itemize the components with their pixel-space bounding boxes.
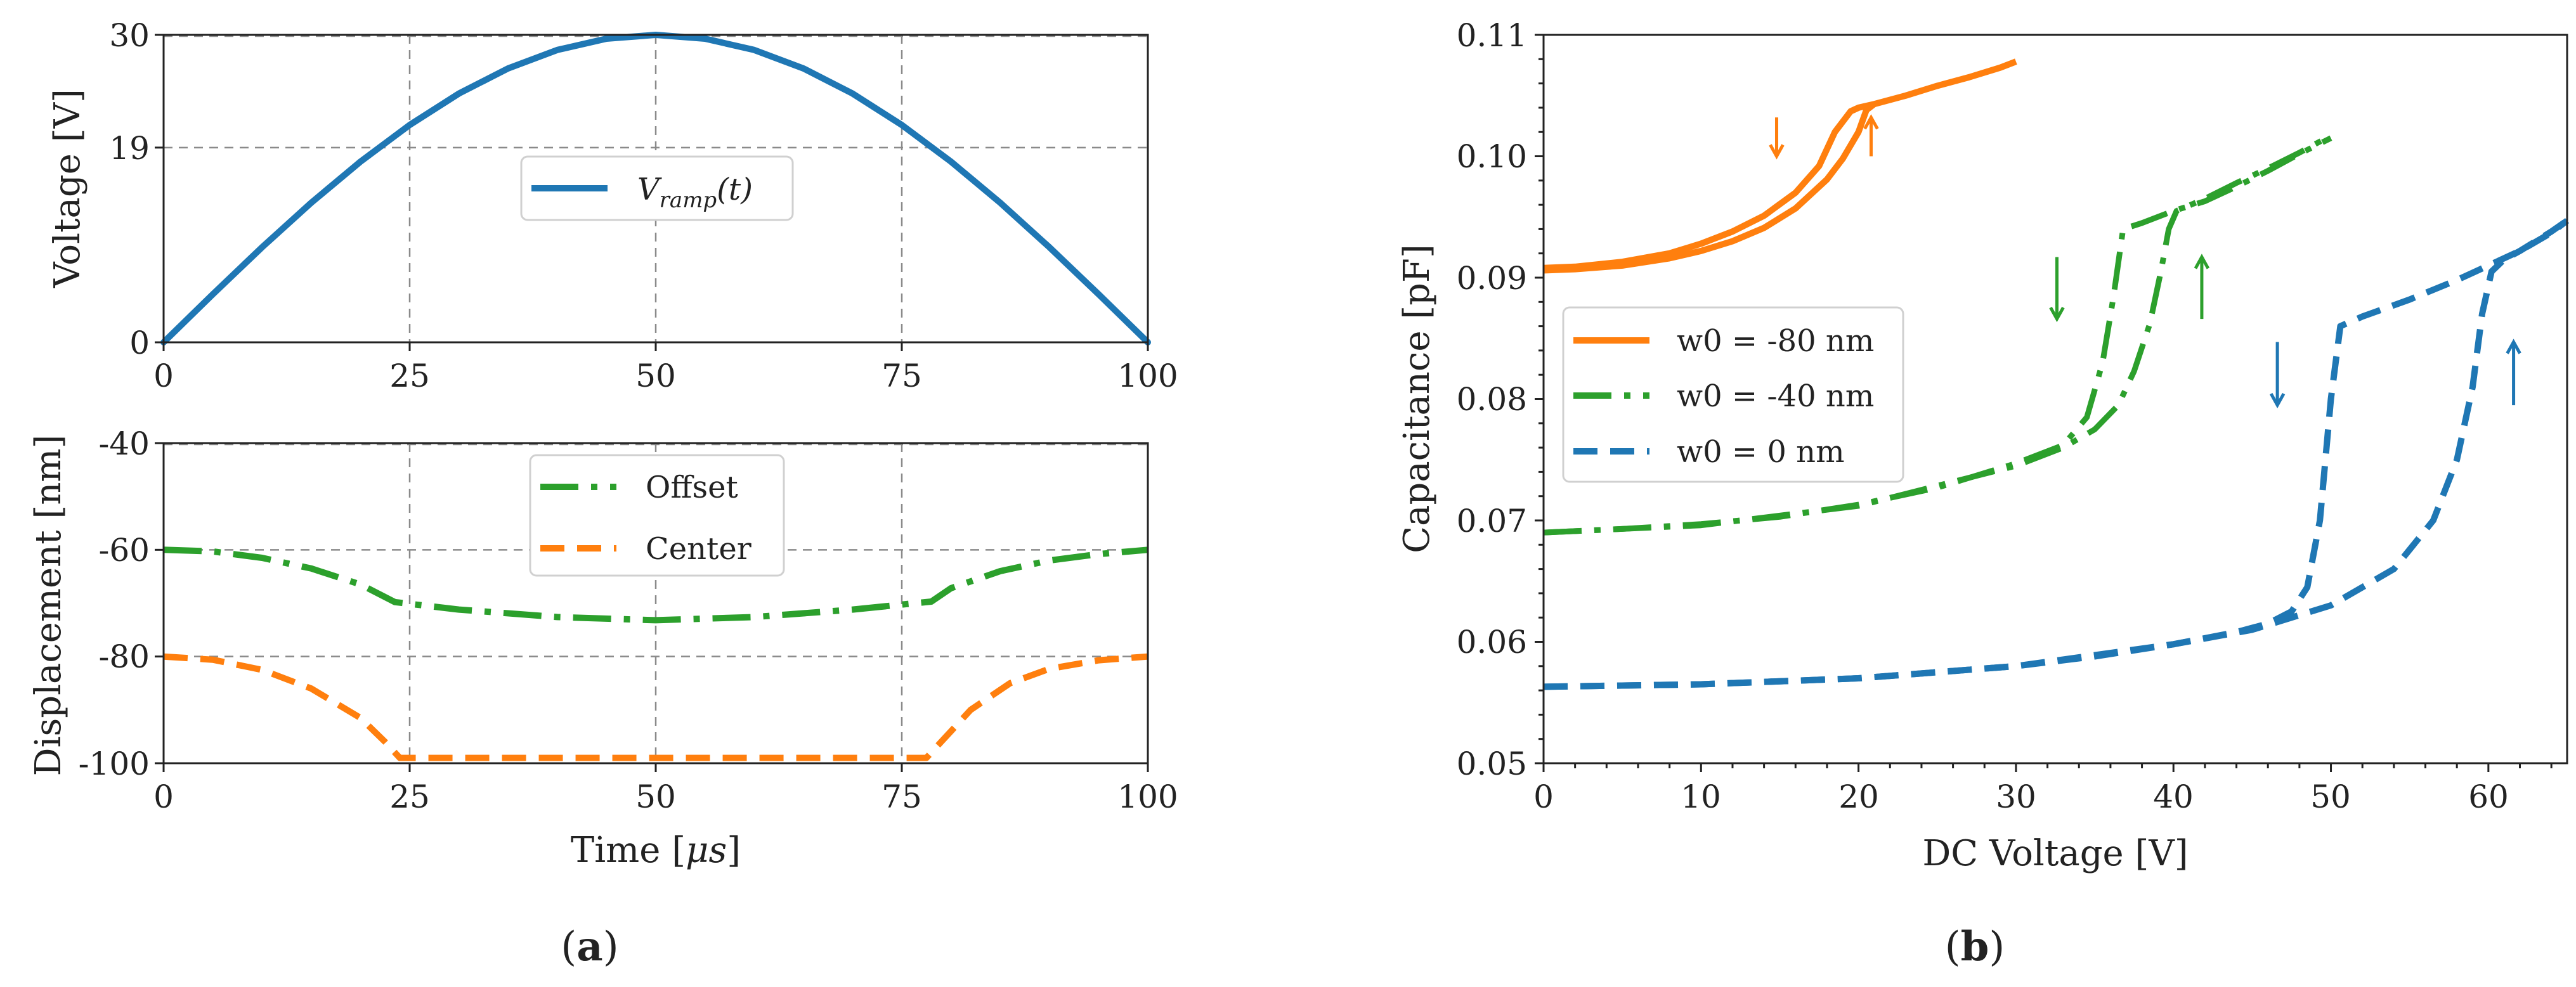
b-xtick-label: 60 [2468, 778, 2509, 815]
a-top-ytick-labels: 30 19 0 [109, 17, 150, 361]
a-bottom-ytick-label: -80 [98, 638, 150, 675]
b-legend-box [1562, 306, 1904, 483]
b-xtick-label: 0 [1533, 778, 1554, 815]
a-bottom-series [163, 546, 1148, 761]
legend-label-w0-0: w0 = 0 nm [1677, 434, 1845, 470]
b-ytick-label: 0.09 [1457, 260, 1527, 297]
legend-vramp-tail: (t) [717, 172, 753, 207]
b-xtick-label: 30 [1996, 778, 2036, 815]
a-bottom-xtick-label: 75 [881, 778, 922, 815]
hysteresis-arrow-head [1863, 114, 1879, 130]
a-top-ticks [155, 34, 1149, 351]
a-top-legend-box [520, 155, 794, 221]
legend-vramp-main: V [637, 172, 662, 207]
panel-b: 0.05 0.06 0.07 0.08 0.09 0.10 0.11 0 10 … [1396, 17, 2570, 874]
a-bottom-xlabel: Time [μs] [571, 830, 741, 871]
series-line-center [163, 653, 1148, 761]
a-bottom-xlabel-mu: μs [686, 830, 727, 871]
series-line-offset [163, 546, 1148, 624]
legend-label-vramp: Vramp(t) [637, 172, 753, 213]
panel-a-bottom: -40 -60 -80 -100 0 25 50 75 100 Displace… [28, 425, 1178, 871]
b-xtick-label: 40 [2153, 778, 2194, 815]
b-legend: w0 = -80 nm w0 = -40 nm w0 = 0 nm [1562, 306, 1904, 483]
a-bottom-ylabel: Displacement [nm] [28, 435, 69, 777]
a-bottom-ytick-labels: -40 -60 -80 -100 [79, 425, 150, 782]
b-ytick-label: 0.08 [1457, 381, 1527, 418]
b-xlabel: DC Voltage [V] [1922, 833, 2188, 874]
series-line-w0-minus40-branch2 [1543, 132, 2332, 536]
a-bottom-xlabel-tail: ] [727, 830, 741, 871]
b-xtick-labels: 0 10 20 30 40 50 60 [1533, 778, 2509, 815]
a-bottom-xtick-label: 100 [1117, 778, 1178, 815]
b-xtick-label: 10 [1681, 778, 1721, 815]
a-top-xtick-label: 0 [153, 358, 174, 394]
b-series [1543, 58, 2570, 690]
b-ytick-label: 0.11 [1457, 17, 1527, 54]
legend-label-w0-minus40: w0 = -40 nm [1677, 378, 1874, 414]
b-ylabel: Capacitance [pF] [1396, 244, 1438, 553]
b-ytick-label: 0.07 [1457, 503, 1527, 539]
a-top-ylabel: Voltage [V] [47, 89, 88, 288]
panel-label-a-letter: a [576, 923, 602, 971]
b-xtick-label: 50 [2310, 778, 2351, 815]
a-top-xtick-label: 100 [1117, 358, 1178, 394]
b-ytick-label: 0.10 [1457, 138, 1527, 175]
a-bottom-legend: Offset Center [529, 454, 785, 577]
a-bottom-ytick-label: -100 [79, 745, 150, 782]
a-top-ytick-label: 0 [129, 325, 150, 361]
b-ytick-labels: 0.05 0.06 0.07 0.08 0.09 0.10 0.11 [1457, 17, 1527, 782]
hysteresis-arrow-head [1769, 144, 1785, 160]
a-bottom-xtick-label: 50 [635, 778, 676, 815]
a-bottom-xtick-labels: 0 25 50 75 100 [153, 778, 1178, 815]
panel-label-b-letter: b [1961, 923, 1989, 971]
a-top-xtick-labels: 0 25 50 75 100 [153, 358, 1178, 394]
a-top-ytick-label: 30 [109, 17, 150, 54]
legend-label-center: Center [646, 531, 751, 567]
b-ytick-label: 0.06 [1457, 624, 1527, 661]
a-top-xtick-label: 25 [389, 358, 430, 394]
b-xtick-label: 20 [1838, 778, 1879, 815]
a-bottom-xtick-label: 25 [389, 778, 430, 815]
panel-a-top: 30 19 0 0 25 50 75 100 Voltage [V] Vramp… [47, 17, 1178, 394]
hysteresis-arrow-head [2049, 306, 2065, 323]
a-bottom-ytick-label: -40 [98, 425, 150, 462]
hysteresis-arrow-head [2194, 254, 2210, 269]
a-top-legend: Vramp(t) [520, 155, 794, 221]
a-bottom-xtick-label: 0 [153, 778, 174, 815]
a-top-xtick-label: 75 [881, 358, 922, 394]
a-top-xtick-label: 50 [635, 358, 676, 394]
series-line-w0-0-branch2 [1543, 217, 2569, 690]
b-ytick-label: 0.05 [1457, 745, 1527, 782]
series-line-w0-minus80-branch2 [1543, 101, 1877, 274]
hysteresis-arrow-head [2269, 392, 2286, 409]
panel-label-a: (a) [561, 923, 618, 971]
a-top-ytick-label: 19 [109, 130, 150, 167]
a-bottom-ticks [155, 442, 1149, 772]
series-line-w0-minus80-branch1 [1543, 58, 2017, 271]
panel-label-b: (b) [1945, 923, 2005, 971]
legend-label-offset: Offset [646, 470, 738, 505]
legend-vramp-sub: ramp [660, 188, 717, 213]
b-hysteresis-arrows [1769, 114, 2521, 409]
b-ticks [1535, 34, 2553, 772]
a-bottom-ytick-label: -60 [98, 532, 150, 569]
a-bottom-xlabel-main: Time [ [571, 830, 686, 871]
hysteresis-arrow-head [2506, 339, 2521, 354]
legend-label-w0-minus80: w0 = -80 nm [1677, 323, 1874, 359]
